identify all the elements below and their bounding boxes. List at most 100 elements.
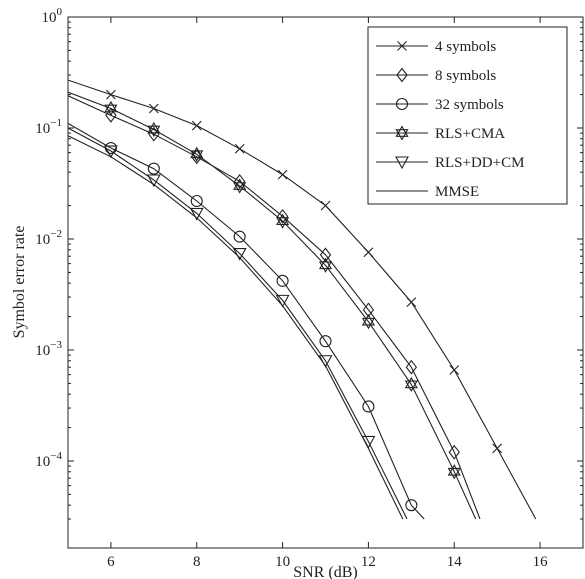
data-point [320,200,331,211]
x-tick-label: 10 [275,554,290,570]
series-5 [68,135,404,520]
hexagram-down [318,261,333,273]
x-marker-stroke [148,103,159,114]
series-line [68,135,404,520]
x-marker-stroke [320,200,331,211]
hexagram-up [361,314,375,326]
data-point [148,103,159,114]
x-marker-stroke [277,169,288,180]
legend-label: 4 symbols [435,39,496,55]
series-0 [68,79,537,520]
hexagram-up [104,100,118,113]
hexagram-up [395,125,409,137]
data-point [104,100,118,117]
legend-label: 32 symbols [435,97,504,113]
legend-marker [396,67,408,83]
data-point [319,247,332,263]
data-point [105,107,117,123]
series-line [68,91,477,520]
data-point [233,230,246,243]
legend-label: RLS+CMA [435,126,505,142]
x-tick-label: 8 [193,554,201,570]
hexagram-down [190,150,204,162]
data-point [449,365,460,375]
hexagram-down [104,104,118,117]
hexagram-up [404,376,418,389]
data-point [405,359,418,375]
hexagram-up [190,146,204,159]
data-point [233,174,246,189]
legend-marker [395,156,409,170]
series-line [68,79,537,520]
series-2 [68,122,425,520]
series-line [68,127,408,520]
data-point [106,89,116,100]
axis-ticks: 6 8 10 12 14 16 10−4 10−3 10−2 10−1 100 [35,6,583,570]
x-tick-label: 14 [447,554,463,570]
data-point [232,247,247,261]
data-point [103,145,118,159]
data-point [318,257,333,273]
legend-entry: 4 symbols [376,39,496,55]
legend-marker [395,125,409,141]
y-tick-label: 10−4 [35,450,62,470]
hexagram-down [447,467,461,480]
hexagram-up [147,121,161,134]
hexagram-down [147,125,161,138]
data-point [275,294,290,308]
hexagram-down [233,182,247,194]
series-4 [68,127,408,520]
x-marker-stroke [191,120,202,131]
data-point [319,335,332,348]
legend: 4 symbols 8 symbols 32 symbols RLS+CMA RLS+D… [367,26,568,205]
hexagram-down [276,217,290,229]
data-point [147,162,160,175]
series-3 [68,91,477,520]
y-tick-label: 10−1 [35,117,62,137]
series-line [68,95,481,520]
data-point [363,247,374,258]
legend-entry: MMSE [376,184,479,200]
data-point [189,207,204,221]
legend-label: RLS+DD+CM [435,155,524,171]
data-point [362,302,375,318]
hexagram-up [276,213,290,225]
x-marker-stroke [397,41,407,51]
legend-box [367,26,568,205]
hexagram-up [447,464,461,476]
hexagram-down [395,129,409,141]
x-marker-stroke [363,247,374,258]
y-tick-label: 100 [42,6,63,26]
legend-entry: 32 symbols [376,97,504,113]
y-tick-label: 10−3 [35,339,62,359]
y-tick-label: 10−2 [35,228,62,248]
data-point [276,274,289,287]
hexagram-up [318,257,333,270]
data-point [361,314,375,330]
x-marker-stroke [406,297,417,308]
x-tick-label: 12 [361,554,376,570]
legend-entry: 8 symbols [376,67,496,84]
data-point [276,208,289,224]
data-point [406,297,417,308]
data-point [191,120,202,131]
y-axis-title: Symbol error rate [11,226,28,339]
legend-marker [397,41,407,51]
data-point [447,464,461,480]
legend-entry: RLS+DD+CM [376,155,524,171]
x-marker-stroke [492,443,503,454]
legend-label: MMSE [435,184,479,200]
data-point [404,376,418,392]
legend-label: 8 symbols [435,68,496,84]
data-point [190,194,203,208]
data-point [448,444,460,460]
data-point [362,400,375,413]
data-point [276,213,290,229]
data-point [147,121,161,138]
legend-entry: RLS+CMA [376,125,505,142]
x-tick-label: 6 [107,554,115,570]
hexagram-down [404,380,418,392]
series-layer [68,79,537,520]
x-marker-stroke [106,89,116,100]
